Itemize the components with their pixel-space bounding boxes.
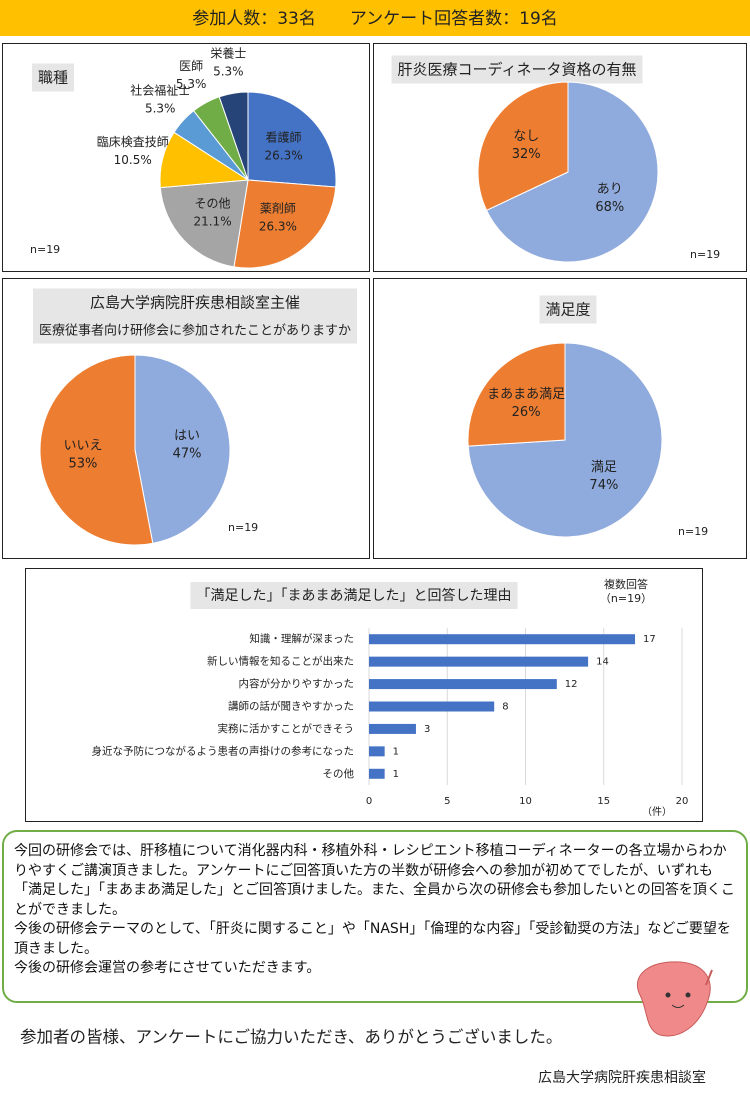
slice-value-label: 26.3% <box>259 220 297 234</box>
summary-box <box>2 830 748 1003</box>
y-tick-label: 身近な予防につながるよう患者の声掛けの参考になった <box>92 744 355 757</box>
annotation: n=19 <box>30 243 60 256</box>
header-bar <box>0 0 750 36</box>
pie-slice <box>233 179 337 269</box>
slice-label: その他 <box>195 196 231 210</box>
slice-label: 薬剤師 <box>260 201 296 216</box>
pie-slice <box>477 81 569 211</box>
annotation: （n=19） <box>600 592 652 605</box>
x-axis-label: （件） <box>642 806 672 818</box>
summary: 今回の研修会では、肝移植について消化器内科・移植外科・レシピエント移植コーディネ… <box>14 842 736 979</box>
y-tick-label: 内容が分かりやすかった <box>239 677 355 690</box>
pie-slice <box>485 81 659 263</box>
x-tick-label: 10 <box>519 796 532 807</box>
x-tick-label: 5 <box>444 796 450 807</box>
x-tick-label: 20 <box>676 796 689 807</box>
thanks: 参加者の皆様、アンケートにご協力いただき、ありがとうございました。 <box>20 1027 562 1047</box>
panel <box>373 278 747 559</box>
y-tick-label: 実務に活かすことができそう <box>218 722 355 735</box>
bar <box>369 634 636 645</box>
slice-label: 医師 <box>179 59 203 73</box>
slice-value-label: 26.3% <box>265 149 303 163</box>
slice-value-label: 5.3% <box>176 77 207 91</box>
slice-value-label: 53% <box>69 456 98 471</box>
summary-paragraph: 今回の研修会では、肝移植について消化器内科・移植外科・レシピエント移植コーディネ… <box>14 843 735 918</box>
slice-label: 臨床検査技師 <box>97 135 169 149</box>
slice-label: いいえ <box>63 438 102 453</box>
chart-title: 「満足した」「まあまあ満足した」と回答した理由 <box>197 587 512 604</box>
y-tick-label: 新しい情報を知ることが出来た <box>207 655 354 668</box>
x-tick-label: 0 <box>366 796 372 807</box>
slice-value-label: 5.3% <box>145 101 176 115</box>
slice-value-label: 26% <box>512 405 541 420</box>
data-label: 8 <box>502 702 508 713</box>
header-title: 参加人数：33名 アンケート回答者数：19名 <box>192 9 558 29</box>
slice-label: まあまあ満足 <box>487 387 565 402</box>
slice-value-label: 68% <box>595 200 624 215</box>
data-label: 14 <box>596 657 609 668</box>
slice-label: 社会福祉士 <box>130 82 190 97</box>
slice-label: なし <box>513 129 539 144</box>
title-box <box>391 55 643 84</box>
y-tick-label: その他 <box>323 767 355 780</box>
title-box <box>32 63 75 92</box>
bar <box>369 679 557 690</box>
bar <box>369 656 589 667</box>
panel <box>373 43 747 272</box>
annotation: n=19 <box>690 248 720 261</box>
slice-value-label: 10.5% <box>114 153 152 167</box>
chart-title: 広島大学病院肝疾患相談室主催 <box>90 294 300 312</box>
slice-label: 栄養士 <box>210 45 246 60</box>
footer: 広島大学病院肝疾患相談室 <box>538 1069 706 1086</box>
panel <box>25 568 703 822</box>
mascot <box>637 961 713 1037</box>
summary-paragraph: 今後の研修会運営の参考にさせていただきます。 <box>14 960 321 976</box>
bar <box>369 746 385 757</box>
pie-slice <box>159 179 249 268</box>
pie-slice <box>134 354 231 544</box>
slice-label: 満足 <box>591 460 617 475</box>
chart-subtitle: 医療従事者向け研修会に参加されたことがありますか <box>39 323 351 339</box>
annotation: 複数回答 <box>604 577 648 591</box>
chart-title: 満足度 <box>545 301 590 319</box>
slice-value-label: 47% <box>173 447 202 462</box>
chart-title: 肝炎医療コーディネータ資格の有無 <box>398 61 637 79</box>
data-label: 1 <box>393 746 399 757</box>
y-tick-label: 講師の話が聞きやすかった <box>228 700 354 713</box>
summary-paragraph: 今後の研修会テーマのとして、「肝炎に関すること」や「NASH」「倫理的な内容」「… <box>14 921 731 957</box>
panel <box>2 278 370 559</box>
data-label: 17 <box>643 634 656 645</box>
bar <box>369 723 416 734</box>
pie-slice <box>467 342 566 447</box>
annotation: n=19 <box>678 525 708 538</box>
chart-title: 職種 <box>38 69 68 87</box>
slice-label: あり <box>597 182 623 197</box>
annotation: n=19 <box>228 521 258 534</box>
title-box <box>32 288 358 344</box>
bar <box>369 701 495 712</box>
x-tick-label: 15 <box>597 796 610 807</box>
slice-value-label: 21.1% <box>193 214 231 228</box>
data-label: 12 <box>565 679 578 690</box>
pie-slice <box>39 354 154 546</box>
pie-slice <box>247 91 337 188</box>
bar <box>369 768 385 779</box>
slice-value-label: 5.3% <box>213 64 244 78</box>
data-label: 1 <box>393 769 399 780</box>
slice-label: 看護師 <box>266 130 302 145</box>
data-label: 3 <box>424 724 430 735</box>
slice-value-label: 32% <box>512 147 541 162</box>
title-box <box>190 582 518 609</box>
slice-value-label: 74% <box>589 478 618 493</box>
y-tick-label: 知識・理解が深まった <box>249 632 354 645</box>
pie-slice <box>218 91 249 181</box>
title-box <box>539 295 597 324</box>
slice-label: はい <box>174 429 200 444</box>
panel <box>2 43 370 272</box>
